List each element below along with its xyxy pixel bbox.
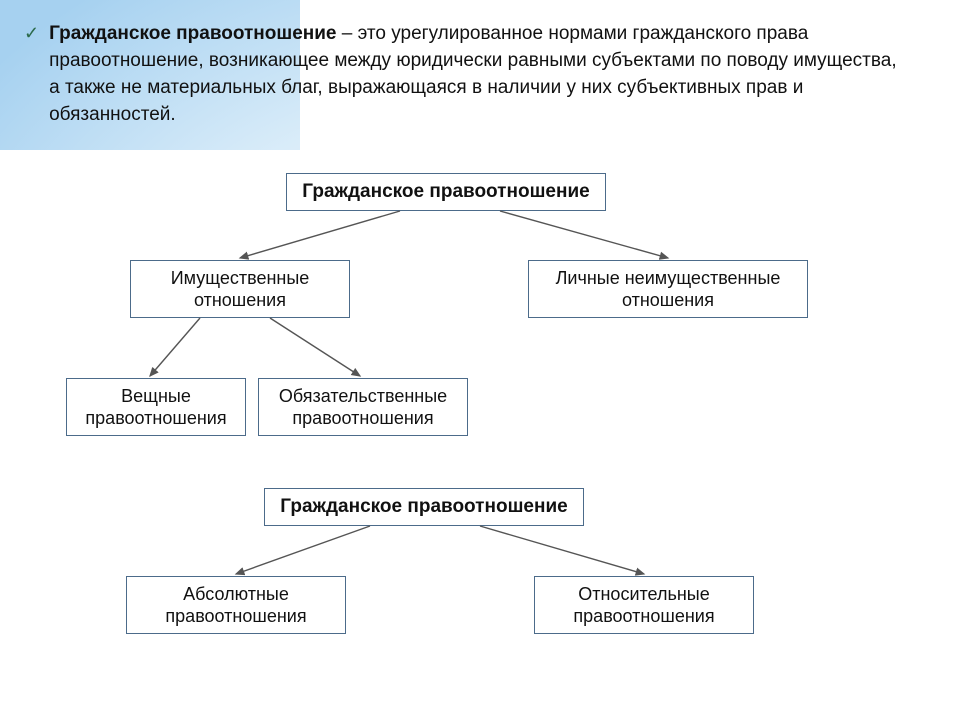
node-root-2: Гражданское правоотношение bbox=[264, 488, 584, 526]
definition-block: ✓ Гражданское правоотношение – это урегу… bbox=[48, 20, 912, 128]
node-real-rights: Вещные правоотношения bbox=[66, 378, 246, 436]
node-nonproperty-relations: Личные неимущественные отношения bbox=[528, 260, 808, 318]
definition-term: Гражданское правоотношение bbox=[49, 23, 336, 44]
node-property-relations: Имущественные отношения bbox=[130, 260, 350, 318]
node-absolute: Абсолютные правоотношения bbox=[126, 576, 346, 634]
node-relative: Относительные правоотношения bbox=[534, 576, 754, 634]
check-icon: ✓ bbox=[24, 20, 39, 46]
definition-text: Гражданское правоотношение – это урегули… bbox=[49, 20, 912, 128]
node-root-1: Гражданское правоотношение bbox=[286, 173, 606, 211]
node-obligation-rights: Обязательственные правоотношения bbox=[258, 378, 468, 436]
